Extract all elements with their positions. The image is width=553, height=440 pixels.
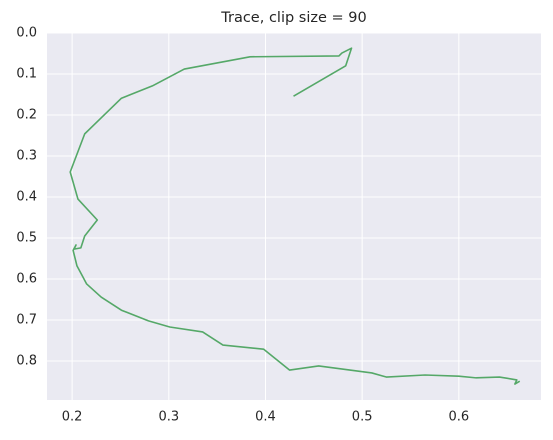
x-tick-label: 0.4	[255, 410, 276, 425]
y-tick-label: 0.4	[16, 190, 37, 205]
y-tick-label: 0.1	[16, 67, 37, 82]
y-tick-label: 0.7	[16, 313, 37, 328]
x-tick-label: 0.6	[448, 410, 469, 425]
y-tick-label: 0.2	[16, 108, 37, 123]
y-tick-label: 0.5	[16, 231, 37, 246]
y-tick-label: 0.8	[16, 354, 37, 369]
x-tick-label: 0.3	[158, 410, 179, 425]
x-tick-label: 0.2	[62, 410, 83, 425]
chart-title: Trace, clip size = 90	[220, 10, 366, 26]
y-tick-label: 0.3	[16, 149, 37, 164]
y-tick-label: 0.6	[16, 272, 37, 287]
x-tick-label: 0.5	[352, 410, 373, 425]
plot-area	[47, 33, 541, 400]
y-tick-label: 0.0	[16, 26, 37, 41]
trace-line	[69, 47, 521, 385]
